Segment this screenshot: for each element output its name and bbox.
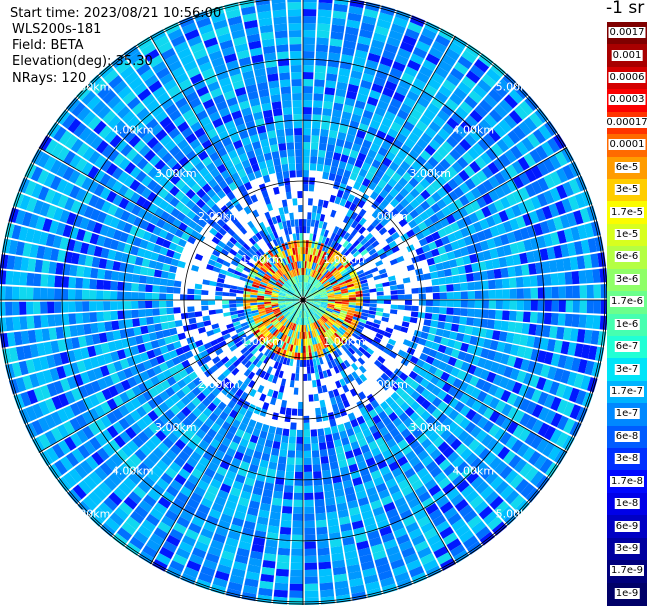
colorbar-label: 6e-9 bbox=[614, 520, 640, 532]
colorbar-label: 3e-9 bbox=[614, 542, 640, 554]
azimuth-spoke bbox=[38, 299, 304, 453]
scan-rays bbox=[0, 0, 607, 605]
colorbar-label: 3e-7 bbox=[614, 363, 640, 375]
colorbar-label: 0.0001 bbox=[608, 139, 646, 151]
range-label: 3.00km bbox=[409, 167, 451, 180]
colorbar-label: 1e-9 bbox=[614, 587, 640, 599]
azimuth-spoke bbox=[38, 147, 304, 301]
range-label: 5.00km bbox=[69, 507, 111, 520]
field-label: Field: BETA bbox=[12, 38, 84, 53]
range-label: 4.00km bbox=[112, 124, 154, 137]
colorbar-label: 1e-8 bbox=[614, 498, 640, 510]
colorbar-label: 0.0006 bbox=[608, 72, 646, 84]
colorbar-label: 3e-5 bbox=[614, 184, 640, 196]
colorbar-label: 1.7e-6 bbox=[609, 296, 645, 308]
colorbar-unit: -1 sr bbox=[606, 0, 645, 18]
range-label: 1.00km bbox=[241, 253, 283, 266]
range-label: 2.00km bbox=[366, 378, 408, 391]
colorbar-label: 6e-8 bbox=[614, 430, 640, 442]
colorbar-label: 3e-6 bbox=[614, 273, 640, 285]
elevation-label: Elevation(deg): 35.30 bbox=[12, 54, 153, 69]
range-labels: 1.00km 1.00km 1.00km 1.00km 2.00km 2.00km 2.00… bbox=[69, 81, 537, 521]
colorbar-label: 1e-5 bbox=[614, 229, 640, 241]
colorbar-label: 0.001 bbox=[611, 49, 643, 61]
start-time-label: Start time: 2023/08/21 10:56:00 bbox=[10, 6, 222, 21]
range-label: 1.00km bbox=[241, 335, 283, 348]
range-label: 2.00km bbox=[198, 210, 240, 223]
device-label: WLS200s-181 bbox=[12, 22, 102, 37]
range-label: 3.00km bbox=[409, 421, 451, 434]
colorbar-label: 0.00017 bbox=[605, 116, 647, 128]
range-label: 3.00km bbox=[155, 421, 197, 434]
range-label: 4.00km bbox=[112, 464, 154, 477]
azimuth-spoke bbox=[150, 299, 304, 565]
nrays-label: NRays: 120 bbox=[12, 71, 87, 86]
colorbar: 0.0017 0.001 0.0006 0.0003 0.00017 0.0001 6e-5… bbox=[605, 22, 647, 606]
radar-center bbox=[300, 297, 306, 303]
range-label: 5.00km bbox=[69, 81, 111, 94]
azimuth-spoke bbox=[150, 35, 304, 301]
range-label: 4.00km bbox=[453, 464, 495, 477]
azimuth-spoke bbox=[302, 299, 456, 565]
colorbar-label: 3e-8 bbox=[614, 453, 640, 465]
range-label: 5.00km bbox=[496, 81, 538, 94]
range-label: 2.00km bbox=[366, 210, 408, 223]
colorbar-label: 1e-6 bbox=[614, 318, 640, 330]
range-label: 1.00km bbox=[323, 335, 365, 348]
range-label: 1.00km bbox=[323, 253, 365, 266]
range-label: 4.00km bbox=[453, 124, 495, 137]
colorbar-label: 6e-6 bbox=[614, 251, 640, 263]
colorbar-label: 1.7e-5 bbox=[609, 206, 645, 218]
range-label: 2.00km bbox=[198, 378, 240, 391]
colorbar-label: 1.7e-7 bbox=[609, 385, 645, 397]
azimuth-spoke bbox=[302, 147, 568, 301]
colorbar-label: 1e-7 bbox=[614, 408, 640, 420]
range-rings bbox=[0, 0, 607, 605]
colorbar-label: 0.0003 bbox=[608, 94, 646, 106]
colorbar-label: 0.0017 bbox=[608, 27, 646, 39]
colorbar-label: 6e-5 bbox=[614, 161, 640, 173]
ppi-plot: 1.00km 1.00km 1.00km 1.00km 2.00km 2.00km 2.00… bbox=[0, 0, 607, 605]
colorbar-label: 1.7e-9 bbox=[609, 565, 645, 577]
azimuth-spoke bbox=[302, 299, 568, 453]
range-label: 3.00km bbox=[155, 167, 197, 180]
range-label: 5.00km bbox=[496, 507, 538, 520]
colorbar-label: 1.7e-8 bbox=[609, 475, 645, 487]
azimuth-spoke bbox=[302, 35, 456, 301]
colorbar-label: 6e-7 bbox=[614, 341, 640, 353]
